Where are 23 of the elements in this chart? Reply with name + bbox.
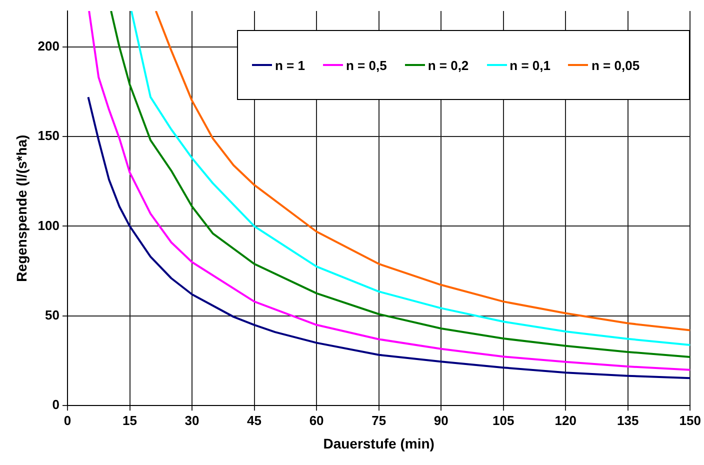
x-tick-label: 135 bbox=[617, 412, 639, 428]
x-tick-label: 15 bbox=[122, 412, 137, 428]
y-axis-title: Regenspende (l/(s*ha) bbox=[13, 134, 30, 282]
legend-label: n = 1 bbox=[275, 58, 305, 72]
x-tick-label: 0 bbox=[64, 412, 72, 428]
x-tick-label: 30 bbox=[184, 412, 200, 428]
y-tick-label: 50 bbox=[45, 307, 60, 322]
y-tick-label: 200 bbox=[38, 38, 60, 54]
legend-label: n = 0,2 bbox=[428, 58, 469, 72]
x-tick-label: 45 bbox=[247, 412, 262, 428]
y-tick-label: 0 bbox=[52, 397, 60, 412]
x-tick-label: 75 bbox=[372, 412, 386, 428]
legend-label: n = 0,5 bbox=[346, 58, 387, 72]
legend-label: n = 0,1 bbox=[510, 58, 550, 72]
x-tick-label: 90 bbox=[434, 412, 448, 428]
x-tick-label: 120 bbox=[554, 412, 576, 428]
x-tick-label: 150 bbox=[679, 412, 702, 428]
x-tick-label: 60 bbox=[309, 412, 324, 428]
y-tick-label: 150 bbox=[38, 128, 60, 144]
x-axis-title: Dauerstufe (min) bbox=[323, 435, 434, 452]
x-tick-label: 105 bbox=[492, 412, 514, 428]
legend-label: n = 0,05 bbox=[591, 58, 640, 72]
y-tick-label: 100 bbox=[38, 218, 60, 233]
